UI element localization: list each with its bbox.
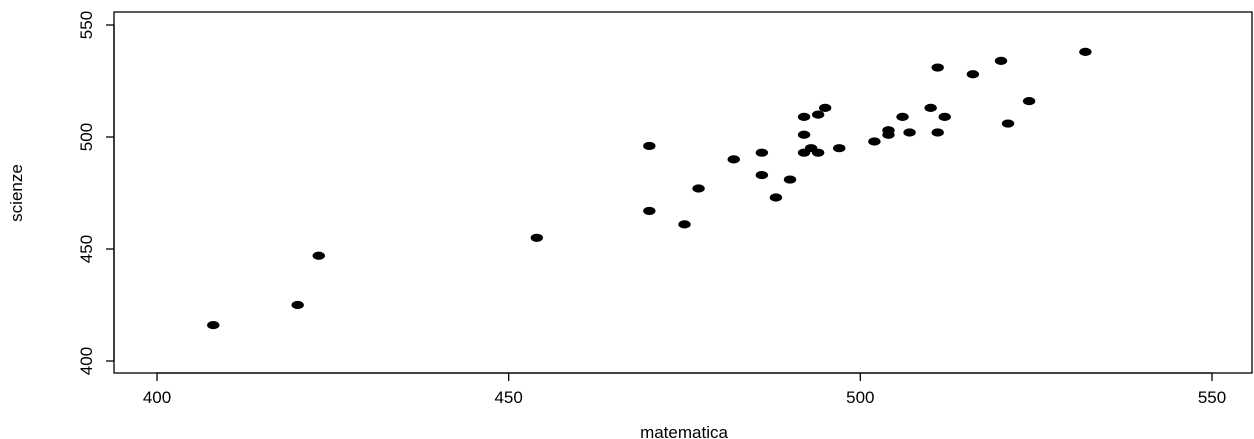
data-point [207,321,220,330]
data-point [938,112,951,121]
plot-frame [113,11,1253,374]
x-axis-ticks: 400 450 500 550 [143,373,1226,407]
data-point [1022,97,1036,106]
y-tick-label: 400 [77,347,96,375]
data-point [755,148,769,157]
data-point [530,233,543,242]
y-tick-label: 450 [77,235,96,263]
x-tick-label: 450 [494,388,522,407]
x-tick-label: 400 [143,388,171,407]
x-tick-label: 500 [846,388,874,407]
data-point [868,137,881,146]
y-axis-ticks: 400 450 500 550 [77,11,114,375]
data-point [678,220,691,229]
data-point [312,251,325,260]
x-tick-label: 550 [1198,388,1226,407]
data-point [903,128,916,137]
data-point [643,141,656,151]
data-point [783,175,797,184]
data-point [833,144,846,153]
data-point [882,130,895,139]
data-point [896,112,909,121]
data-point [966,70,980,79]
data-point [994,56,1008,65]
data-point [811,110,825,119]
data-point [1001,119,1015,128]
data-point [924,103,937,112]
y-tick-label: 500 [77,123,96,151]
data-points [207,47,1092,330]
y-tick-label: 550 [77,11,96,39]
data-point [818,103,832,112]
data-point [291,300,304,310]
x-axis-title: matematica [640,423,728,439]
data-point [811,148,825,157]
data-point [643,206,656,216]
data-point [931,63,944,72]
y-axis-title: scienze [7,164,26,222]
data-point [755,170,769,180]
data-point [769,193,783,202]
data-point [727,155,740,164]
data-point [797,130,811,139]
data-point [797,112,811,121]
data-point [692,184,705,193]
data-point [1079,47,1092,56]
data-point [931,128,944,137]
